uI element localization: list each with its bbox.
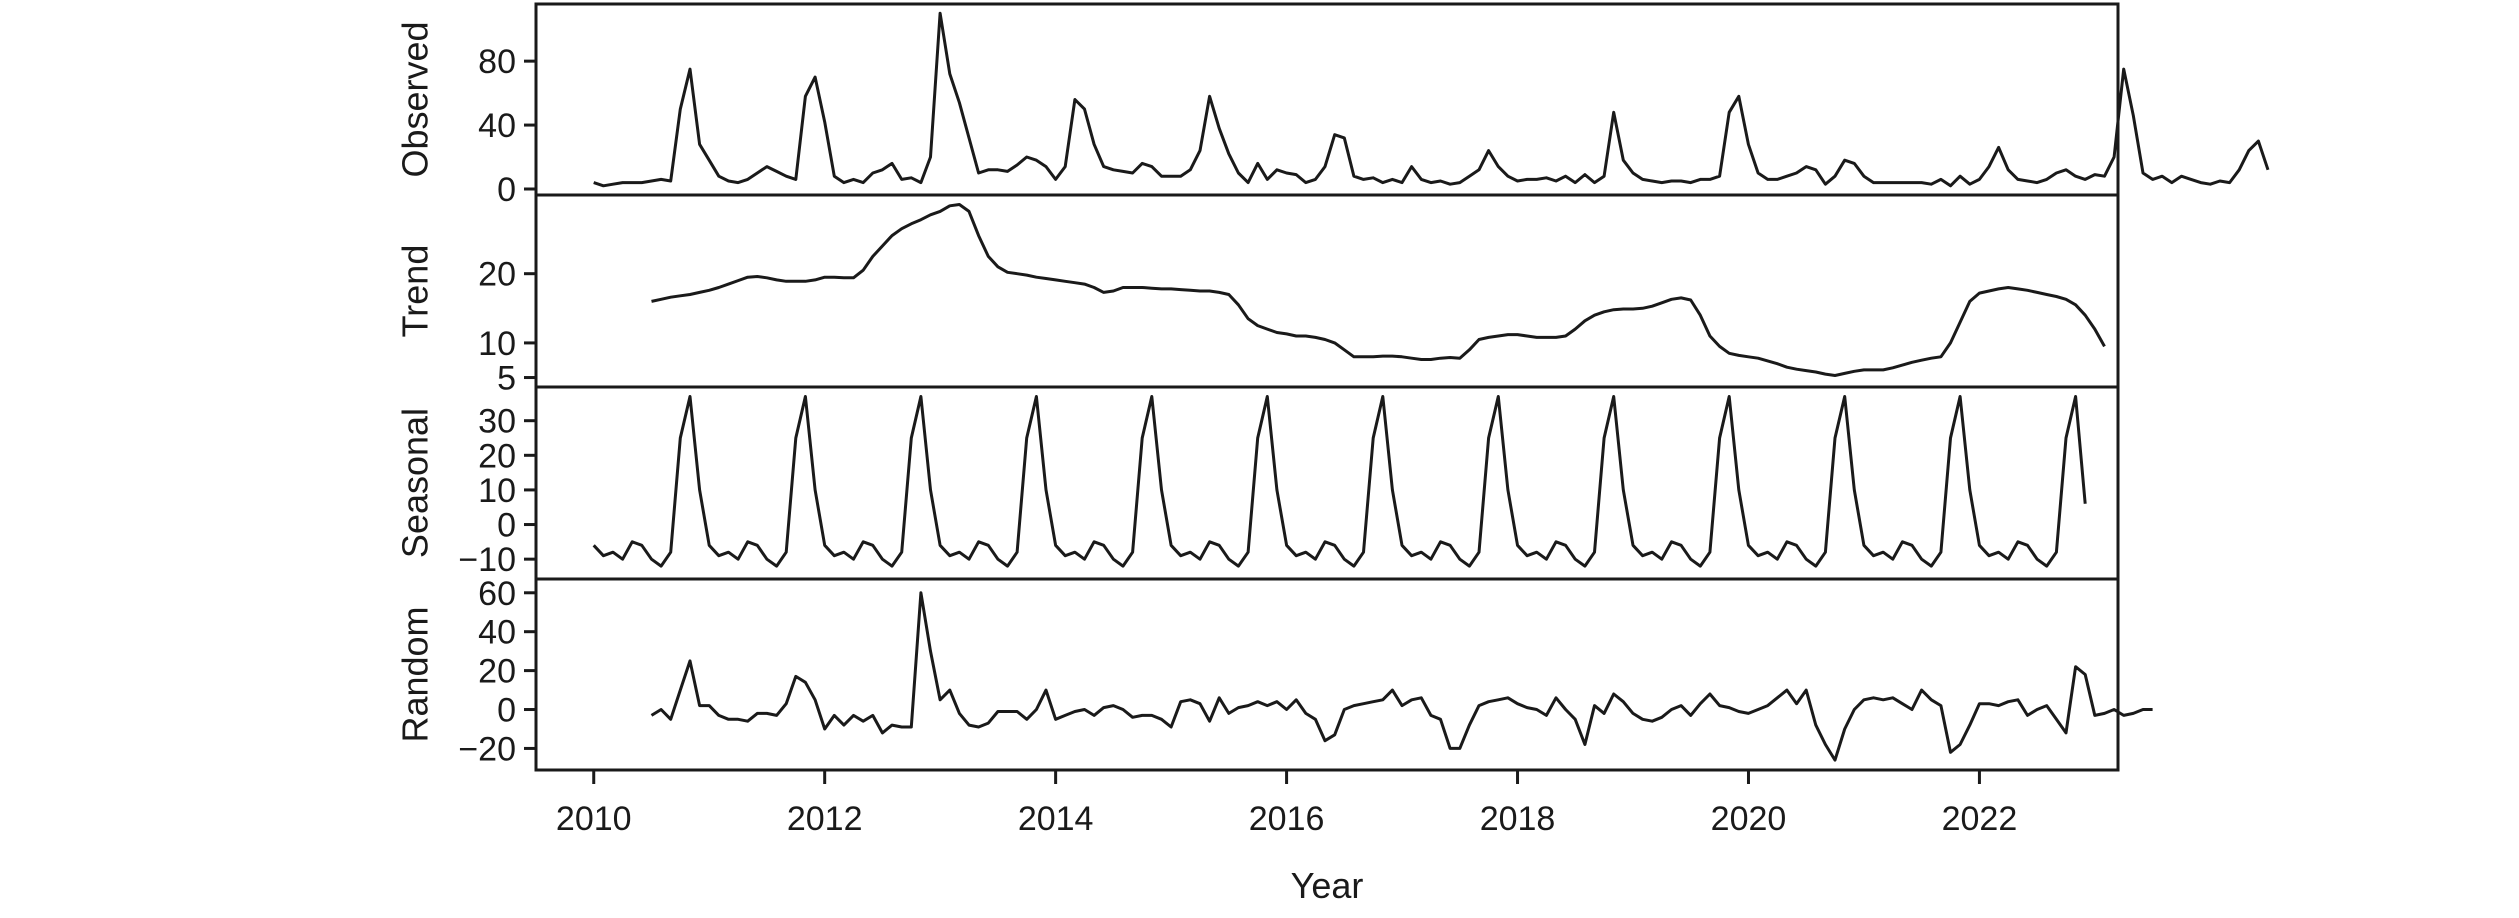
seasonal-y-tick-label: 30 xyxy=(478,403,516,441)
random-panel-label: Random xyxy=(395,606,436,742)
seasonal-series-line xyxy=(592,395,2087,568)
x-tick-label: 2012 xyxy=(787,800,863,838)
random-y-tick-label: 0 xyxy=(497,692,516,730)
trend-panel-frame xyxy=(534,193,2120,389)
x-tick-label: 2018 xyxy=(1480,800,1556,838)
seasonal-y-tick-label: 0 xyxy=(497,507,516,545)
trend-panel-label: Trend xyxy=(395,245,436,338)
random-y-tick-label: 40 xyxy=(478,614,516,652)
observed-series-line xyxy=(593,11,2270,188)
trend-y-tick-label: 20 xyxy=(478,256,516,294)
seasonal-panel-label: Seasonal xyxy=(395,408,436,558)
trend-y-tick-label: 10 xyxy=(478,325,516,363)
random-panel-frame xyxy=(534,577,2120,772)
random-y-tick-label: −20 xyxy=(458,730,516,768)
observed-panel-frame xyxy=(534,2,2120,197)
x-tick-label: 2022 xyxy=(1942,800,2018,838)
observed-y-tick-label: 40 xyxy=(478,107,516,145)
x-tick-label: 2014 xyxy=(1018,800,1094,838)
trend-series-line xyxy=(651,203,2106,377)
x-tick-label: 2016 xyxy=(1249,800,1325,838)
seasonal-panel-frame xyxy=(534,385,2120,581)
trend-y-tick-label: 5 xyxy=(497,360,516,398)
observed-y-tick-label: 80 xyxy=(478,43,516,81)
seasonal-y-tick-label: −10 xyxy=(458,541,516,579)
x-tick-label: 2020 xyxy=(1711,800,1787,838)
random-series-line xyxy=(650,591,2153,762)
seasonal-y-tick-label: 10 xyxy=(478,472,516,510)
x-tick-label: 2010 xyxy=(556,800,632,838)
random-y-tick-label: 20 xyxy=(478,653,516,691)
seasonal-y-tick-label: 20 xyxy=(478,437,516,475)
x-axis-title: Year xyxy=(1291,865,1364,906)
random-y-tick-label: 60 xyxy=(478,575,516,613)
observed-y-tick-label: 0 xyxy=(497,171,516,209)
observed-panel-label: Observed xyxy=(395,21,436,177)
